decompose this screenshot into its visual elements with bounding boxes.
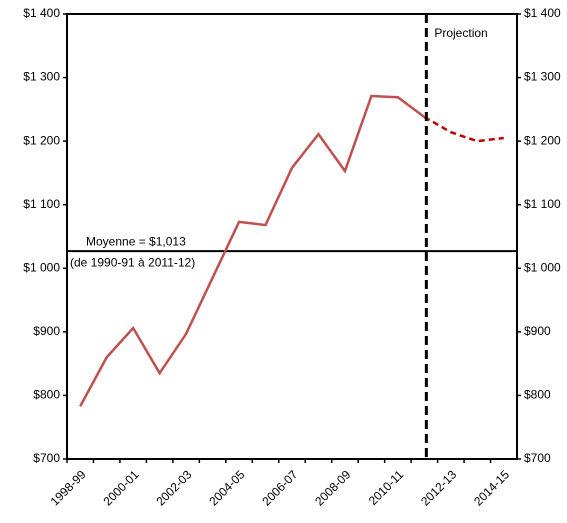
y2-tick-label: $700 bbox=[524, 451, 551, 465]
plot-frame bbox=[66, 13, 518, 460]
y-tick-label: $700 bbox=[33, 451, 60, 465]
y2-tick-label: $1 200 bbox=[524, 133, 561, 147]
y-tick-label: $1 300 bbox=[23, 70, 60, 84]
x-tick-label: 2012-13 bbox=[418, 467, 459, 508]
x-tick-label: 1998-99 bbox=[48, 467, 89, 508]
x-tick-label: 2006-07 bbox=[259, 467, 300, 508]
y-tick-label: $1 400 bbox=[23, 6, 60, 20]
projection-label: Projection bbox=[434, 26, 487, 40]
y-tick-label: $1 000 bbox=[23, 260, 60, 274]
x-tick-label: 2010-11 bbox=[366, 467, 407, 508]
y2-tick-label: $900 bbox=[524, 324, 551, 338]
y-tick-label: $1 200 bbox=[23, 133, 60, 147]
series-line bbox=[423, 115, 504, 143]
x-tick-label: 2014-15 bbox=[471, 467, 512, 508]
x-tick-label: 2004-05 bbox=[206, 467, 247, 508]
average-label: Moyenne = $1,013 bbox=[86, 234, 186, 248]
x-tick-label: 2002-03 bbox=[153, 467, 194, 508]
y2-tick-label: $1 400 bbox=[524, 6, 561, 20]
series-line bbox=[79, 94, 426, 407]
y2-tick-label: $1 300 bbox=[524, 70, 561, 84]
y2-tick-label: $800 bbox=[524, 388, 551, 402]
y2-tick-label: $1 000 bbox=[524, 260, 561, 274]
y-tick-label: $1 100 bbox=[23, 197, 60, 211]
y-tick-label: $900 bbox=[33, 324, 60, 338]
x-tick-label: 2008-09 bbox=[312, 467, 353, 508]
average-sublabel: (de 1990-91 à 2011-12) bbox=[70, 255, 195, 269]
y2-tick-label: $1 100 bbox=[524, 197, 561, 211]
y-tick-label: $800 bbox=[33, 388, 60, 402]
x-tick-label: 2000-01 bbox=[100, 467, 141, 508]
